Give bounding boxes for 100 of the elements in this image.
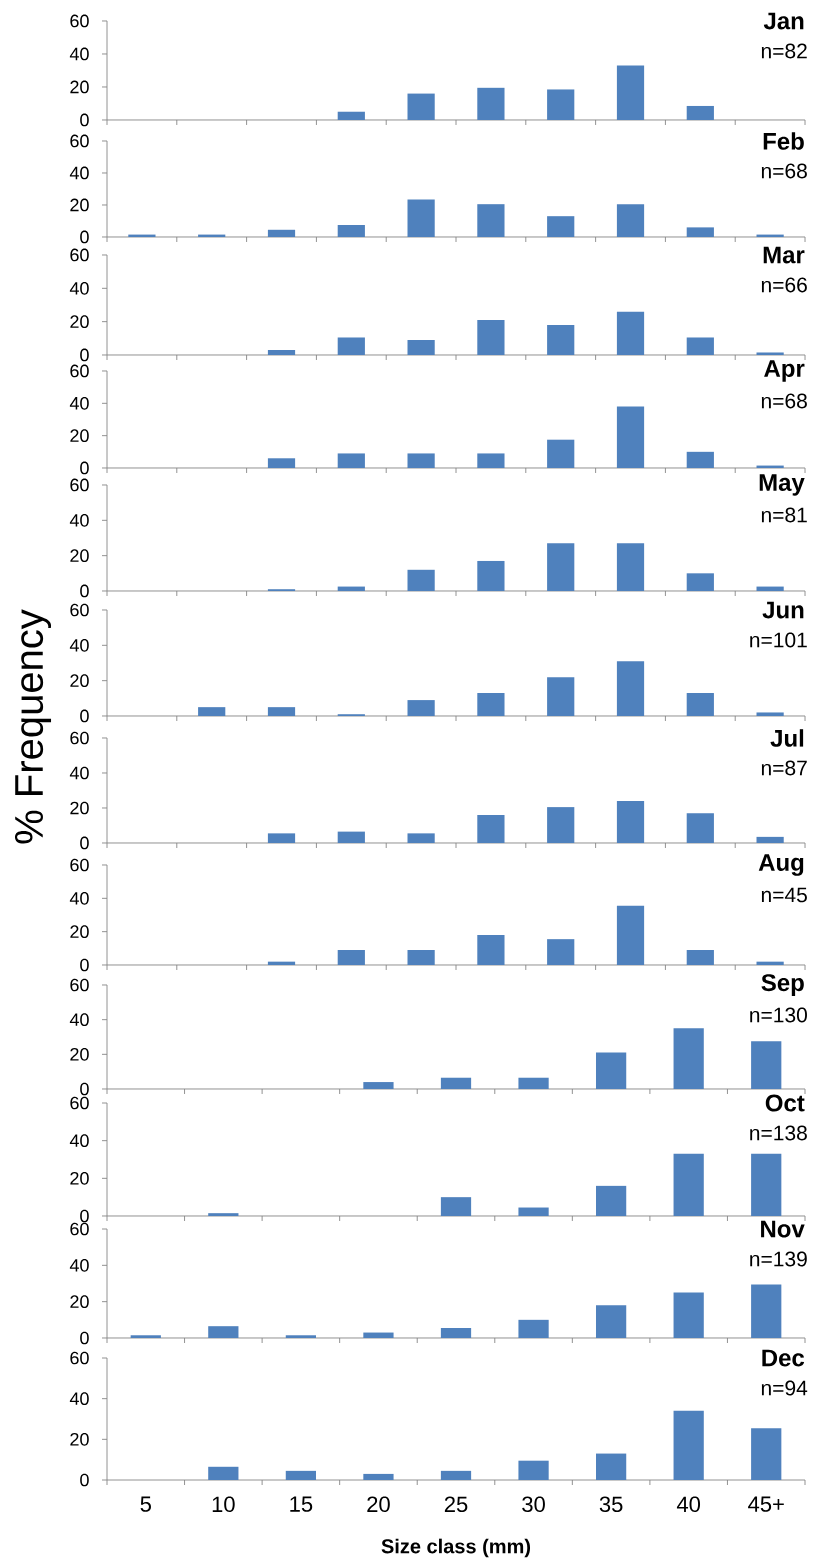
bar [686, 337, 714, 355]
bar [337, 224, 365, 237]
chart-title: Jul [770, 729, 804, 747]
chart-title: Mar [763, 246, 805, 264]
bar [518, 1460, 549, 1480]
bar [477, 560, 505, 591]
bar [407, 453, 435, 468]
y-tick-label: 60 [70, 134, 89, 148]
chart-title: Feb [763, 132, 804, 150]
bar [616, 661, 645, 716]
bar [547, 216, 575, 237]
y-tick-label: 0 [80, 836, 89, 850]
y-tick-label: 60 [70, 14, 89, 28]
y-tick-label: 20 [70, 429, 89, 443]
bar [756, 836, 784, 843]
y-tick-label: 0 [80, 461, 89, 475]
bar [477, 693, 505, 716]
bar [547, 439, 575, 468]
y-tick-label: 40 [69, 1013, 89, 1027]
y-tick-label: 60 [70, 1351, 89, 1365]
y-tick-label: 40 [69, 166, 89, 180]
y-tick-label: 40 [69, 1134, 89, 1148]
y-tick-label: 20 [70, 198, 89, 212]
text: n=139 [750, 1251, 807, 1267]
bar [477, 814, 505, 843]
x-tick-label: 10 [212, 1496, 235, 1513]
bar [616, 905, 645, 965]
text: n=138 [750, 1125, 807, 1141]
text: n=87 [761, 760, 807, 776]
x-tick-label: 40 [676, 1496, 701, 1513]
y-tick-label: 60 [70, 248, 89, 262]
y-tick-label: 20 [70, 1047, 89, 1061]
text: n=68 [761, 163, 807, 179]
x-tick-label: 45+ [748, 1496, 784, 1512]
text: n=68 [761, 393, 807, 409]
bar [267, 229, 296, 237]
y-tick-label: 0 [80, 1331, 89, 1345]
bar [518, 1077, 549, 1089]
chart-title: Apr [764, 360, 805, 382]
text: n=82 [761, 43, 807, 59]
y-tick-label: 0 [80, 1209, 89, 1223]
bar [337, 453, 365, 468]
chart-title: Sep [761, 974, 804, 996]
bar [208, 1326, 239, 1338]
y-tick-label: 40 [69, 281, 89, 295]
y-tick-label: 60 [70, 1222, 89, 1236]
bar [616, 204, 645, 237]
y-tick-label: 60 [70, 858, 89, 872]
y-tick-label: 60 [70, 364, 89, 378]
bar [337, 831, 365, 843]
bar [686, 813, 714, 843]
bar [267, 833, 296, 843]
bar [595, 1453, 627, 1480]
bar [407, 569, 435, 591]
bar [440, 1197, 472, 1216]
bar [518, 1319, 549, 1338]
bar [595, 1305, 627, 1338]
bar [477, 87, 505, 120]
bar [337, 586, 365, 591]
bar [285, 1470, 317, 1480]
y-tick-label: 0 [80, 113, 89, 127]
y-tick-label: 20 [70, 1432, 89, 1446]
y-tick-label: 60 [70, 978, 89, 992]
bar [616, 800, 645, 843]
text: n=101 [750, 632, 807, 648]
bar [208, 1466, 239, 1480]
bar [337, 111, 365, 120]
y-tick-label: 0 [80, 230, 89, 244]
bar [130, 1335, 161, 1338]
bar [267, 707, 296, 716]
bar [267, 458, 296, 468]
bar [547, 89, 575, 120]
bar [477, 204, 505, 237]
y-tick-label: 0 [80, 348, 89, 362]
bar [686, 573, 714, 591]
x-tick-label: 5 [140, 1496, 151, 1512]
y-tick-label: 20 [70, 549, 89, 563]
bar [363, 1082, 394, 1089]
y-tick-label: 60 [70, 1096, 89, 1110]
y-tick-label: 40 [69, 47, 89, 61]
bar [518, 1207, 549, 1216]
bar [751, 1153, 782, 1216]
text: n=94 [761, 1380, 808, 1396]
y-tick-label: 20 [70, 315, 89, 329]
x-tick-label: 20 [367, 1496, 390, 1513]
y-tick-label: 20 [70, 801, 89, 815]
y-tick-label: 40 [69, 396, 89, 410]
bar [477, 319, 505, 355]
bar [686, 949, 714, 965]
chart-title: Oct [765, 1094, 805, 1112]
y-tick-label: 20 [70, 1295, 89, 1309]
bar [285, 1335, 317, 1338]
text: n=130 [750, 1007, 807, 1023]
bar [673, 1410, 704, 1480]
bar [440, 1077, 472, 1089]
y-tick-label: 0 [80, 584, 89, 598]
bar [756, 352, 784, 355]
y-tick-label: 40 [69, 1392, 89, 1406]
y-tick-label: 40 [69, 891, 89, 905]
bar [407, 199, 435, 237]
